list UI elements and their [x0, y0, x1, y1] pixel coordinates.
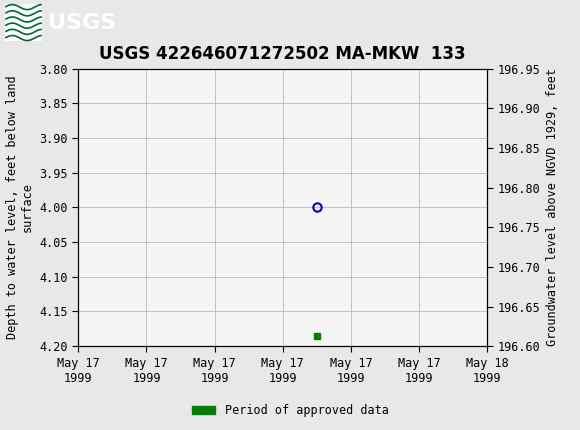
Text: USGS: USGS	[48, 12, 116, 33]
Title: USGS 422646071272502 MA-MKW  133: USGS 422646071272502 MA-MKW 133	[99, 45, 466, 63]
Y-axis label: Groundwater level above NGVD 1929, feet: Groundwater level above NGVD 1929, feet	[546, 68, 559, 347]
Y-axis label: Depth to water level, feet below land
surface: Depth to water level, feet below land su…	[6, 76, 34, 339]
Legend: Period of approved data: Period of approved data	[187, 399, 393, 422]
Bar	[5, 4, 42, 41]
